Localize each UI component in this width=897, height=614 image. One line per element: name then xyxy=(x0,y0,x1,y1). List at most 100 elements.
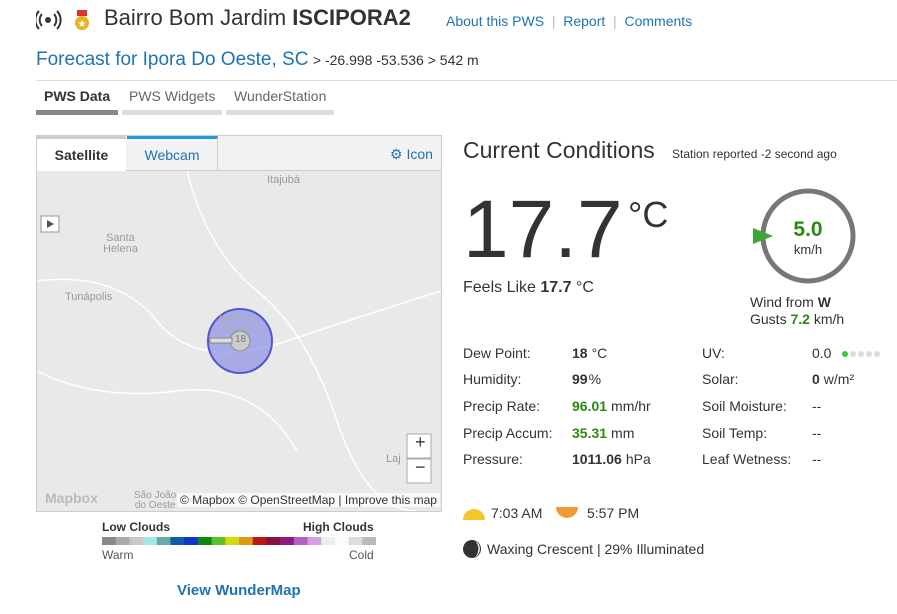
row-value: 99% xyxy=(572,371,601,387)
color-swatch xyxy=(334,537,350,545)
station-name: Bairro Bom Jardim xyxy=(104,5,287,30)
value: -- xyxy=(812,425,822,441)
unit: % xyxy=(588,371,602,387)
icon-label[interactable]: Icon xyxy=(406,146,433,162)
value: -- xyxy=(812,398,822,414)
tab-pws-data[interactable]: PWS Data xyxy=(44,88,111,104)
row-label: Dew Point: xyxy=(463,345,531,361)
unit: mm/hr xyxy=(611,398,651,414)
wind-direction: W xyxy=(817,294,831,310)
mapbox-logo[interactable]: Mapbox xyxy=(45,490,98,506)
reported: Station reported -2 second ago xyxy=(672,147,837,161)
color-swatch xyxy=(293,537,308,545)
feels-like: Feels Like 17.7 °C xyxy=(463,279,594,297)
value: 0.0 xyxy=(812,345,832,361)
map-label: Laj xyxy=(386,453,401,465)
wind-from: Wind from W xyxy=(750,294,831,310)
row-label: Leaf Wetness: xyxy=(702,451,792,467)
unit: hPa xyxy=(625,451,651,467)
tab-widgets[interactable]: PWS Widgets xyxy=(129,88,216,104)
color-swatch xyxy=(225,537,240,545)
forecast-link[interactable]: Forecast for Ipora Do Oeste, SC xyxy=(36,49,309,70)
moon-icon xyxy=(463,540,481,558)
row-label: Humidity: xyxy=(463,371,522,387)
color-swatch xyxy=(156,537,171,545)
row-label: Precip Accum: xyxy=(463,425,553,441)
value: -- xyxy=(812,451,822,467)
feels-like-unit: °C xyxy=(575,279,594,296)
row-value: -- xyxy=(812,398,821,414)
zoom-out[interactable]: − xyxy=(415,457,426,477)
wind-speed: 5.0 xyxy=(793,218,823,241)
header-icons: ★ xyxy=(36,10,89,30)
sunset: 5:57 PM xyxy=(587,505,640,521)
color-swatch xyxy=(239,537,254,545)
color-swatch xyxy=(129,537,144,545)
temperature: 17.7 xyxy=(463,184,623,275)
row-label: UV: xyxy=(702,345,725,361)
map xyxy=(37,171,441,511)
station-title: Bairro Bom Jardim ISCIPORA2 xyxy=(104,5,411,31)
attribution[interactable]: © Mapbox © OpenStreetMap | Improve this … xyxy=(177,493,440,507)
zoom-in[interactable]: + xyxy=(415,432,426,452)
color-swatch xyxy=(170,537,185,545)
webcam-tab[interactable]: Webcam xyxy=(127,136,218,170)
unit: mm xyxy=(611,425,635,441)
row-value: -- xyxy=(812,425,821,441)
color-swatch xyxy=(348,537,363,545)
sunrise: 7:03 AM xyxy=(491,505,543,521)
tab-wunderstation[interactable]: WunderStation xyxy=(234,88,327,104)
high-clouds: High Clouds xyxy=(303,520,374,534)
row-value: -- xyxy=(812,451,821,467)
view-wundermap[interactable]: View WunderMap xyxy=(177,582,301,599)
map-label: Tunápolis xyxy=(65,291,113,303)
feels-like-value: 17.7 xyxy=(540,279,572,296)
moon-phase: Waxing Crescent | 29% Illuminated xyxy=(487,541,705,557)
row-value: 1011.06 hPa xyxy=(572,451,651,467)
comments-link[interactable]: Comments xyxy=(624,13,693,29)
webcam-label[interactable]: Webcam xyxy=(144,147,200,163)
row-value: 0.0 xyxy=(812,345,831,361)
value: 18 xyxy=(572,345,588,361)
map-label: São João do Oeste xyxy=(134,490,177,511)
icon-toggle[interactable]: ⚙ Icon xyxy=(390,146,433,162)
report-link[interactable]: Report xyxy=(563,13,606,29)
color-swatch xyxy=(307,537,322,545)
svg-text:★: ★ xyxy=(78,19,87,30)
row-value: 35.31 mm xyxy=(572,425,634,441)
map-panel: Satellite Webcam ⚙ Icon Itajubá Santa He… xyxy=(36,135,442,512)
gusts-label: Gusts xyxy=(750,311,787,327)
value: 99 xyxy=(572,371,588,387)
low-clouds: Low Clouds xyxy=(102,520,170,534)
cloud-color-bar xyxy=(102,537,376,545)
color-swatch xyxy=(115,537,130,545)
wind-from-label: Wind from xyxy=(750,294,814,310)
map-label: Iporã do Oeste xyxy=(219,313,256,334)
unit: w/m² xyxy=(823,371,855,387)
row-label: Soil Moisture: xyxy=(702,398,787,414)
value: 0 xyxy=(812,371,820,387)
color-swatch xyxy=(211,537,226,545)
tab-bar xyxy=(36,110,118,115)
color-swatch xyxy=(266,537,281,545)
tab-bar xyxy=(122,110,222,115)
forecast-row: Forecast for Ipora Do Oeste, SC > -26.99… xyxy=(36,49,479,71)
row-label: Pressure: xyxy=(463,451,523,467)
color-swatch xyxy=(280,537,295,545)
sun-icons xyxy=(463,507,578,520)
color-swatch xyxy=(321,537,336,545)
uv-dots xyxy=(842,351,880,357)
row-label: Precip Rate: xyxy=(463,398,541,414)
station-id: ISCIPORA2 xyxy=(292,5,411,30)
row-label: Solar: xyxy=(702,371,739,387)
map-label: Santa Helena xyxy=(103,232,138,255)
map-label: Itajubá xyxy=(267,174,301,186)
gusts-unit: km/h xyxy=(813,311,845,327)
unit: °C xyxy=(591,345,608,361)
satellite-tab[interactable]: Satellite xyxy=(37,136,126,171)
about-link[interactable]: About this PWS xyxy=(446,13,545,29)
station-marker[interactable]: 18 xyxy=(235,334,247,345)
value: 96.01 xyxy=(572,398,608,414)
gusts: Gusts 7.2 km/h xyxy=(750,311,844,327)
